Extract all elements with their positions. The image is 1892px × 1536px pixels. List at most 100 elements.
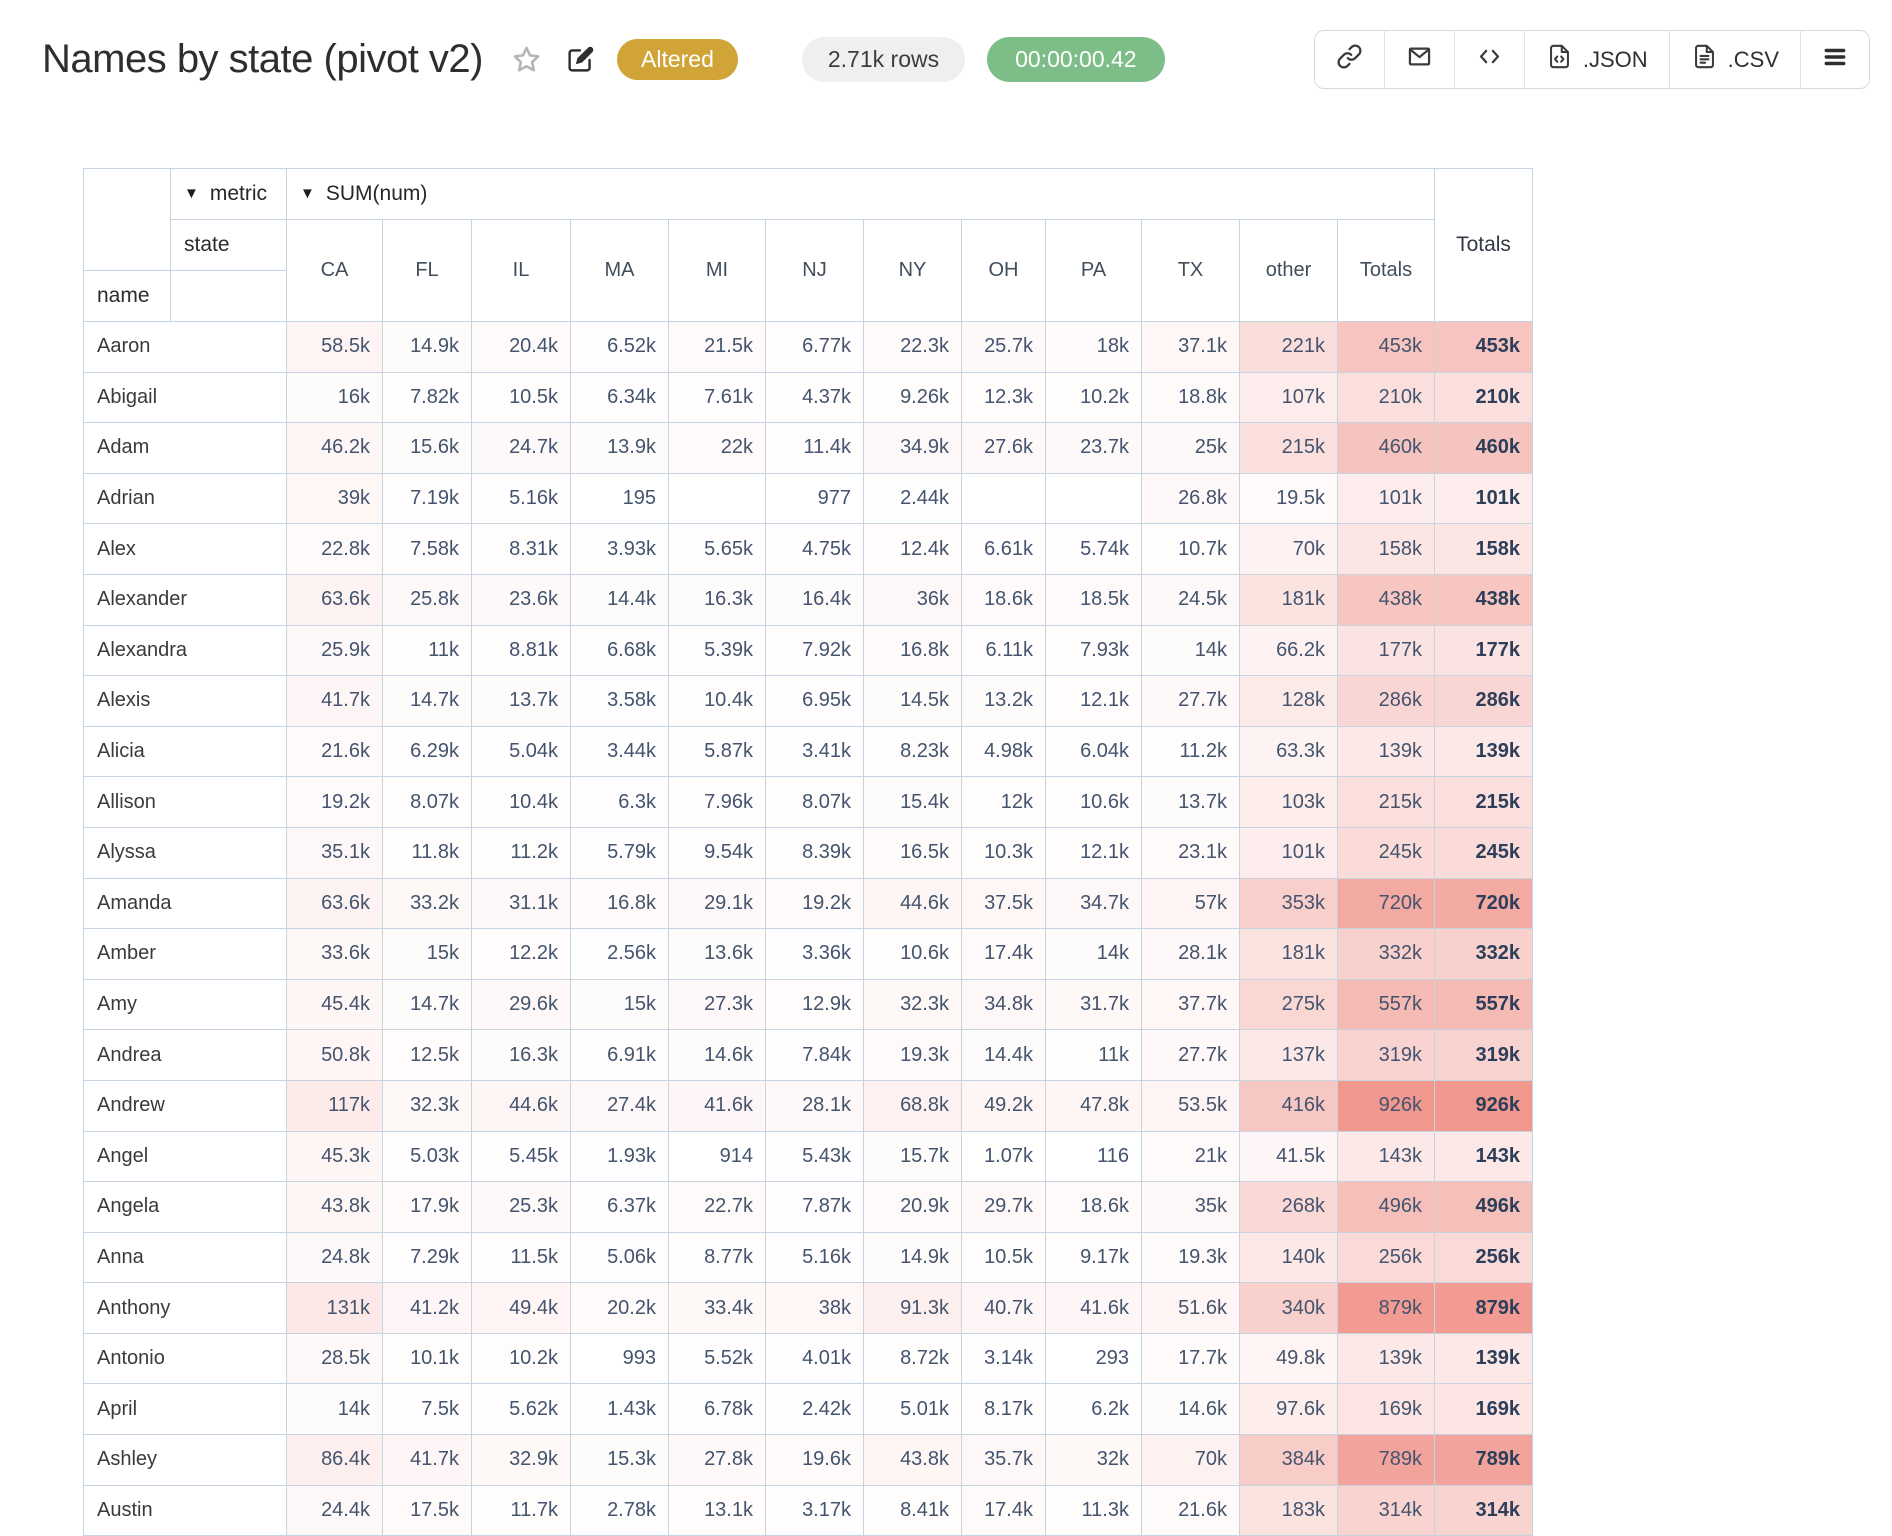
column-header: Totals (1337, 219, 1435, 322)
value-cell: 116 (1045, 1130, 1142, 1183)
value-cell: 27.4k (570, 1079, 669, 1132)
table-body: Aaron 58.5k 14.9k 20.4k 6.52k 21.5k 6.77k 22.3k… (83, 321, 1533, 1536)
value-cell: 21.6k (1141, 1484, 1240, 1536)
value-cell: 10.4k (668, 675, 766, 727)
value-cell: 13.6k (668, 928, 766, 980)
value-cell: 7.19k (382, 472, 472, 525)
export-csv-label: .CSV (1727, 46, 1779, 72)
column-header: OH (961, 219, 1046, 322)
row-name: Alyssa (83, 826, 287, 879)
value-cell: 49.4k (471, 1282, 571, 1334)
value-cell: 181k (1239, 928, 1338, 980)
value-cell: 13.7k (1141, 776, 1240, 828)
value-cell: 6.68k (570, 624, 669, 677)
pivot-table-container: ▼ metric ▼ SUM(num) Totals state CA FL IL MA M… (83, 168, 1533, 1536)
value-cell: 14.7k (382, 978, 472, 1031)
value-cell: 5.87k (668, 725, 766, 778)
edit-icon[interactable] (566, 45, 595, 74)
value-cell: 33.2k (382, 877, 472, 930)
row-name: Austin (83, 1484, 287, 1536)
email-button[interactable] (1383, 31, 1454, 88)
metric-dropdown[interactable]: ▼ metric (170, 168, 287, 220)
row-grand-total-cell: 215k (1434, 776, 1533, 828)
value-cell: 21.5k (668, 321, 766, 373)
row-name: Amy (83, 978, 287, 1031)
value-dropdown[interactable]: ▼ SUM(num) (286, 168, 1435, 220)
value-cell: 86.4k (286, 1434, 383, 1486)
value-cell: 15k (382, 928, 472, 980)
value-cell: 6.3k (570, 776, 669, 828)
duration-pill: 00:00:00.42 (987, 37, 1165, 82)
value-cell: 15.3k (570, 1434, 669, 1486)
value-cell: 28.1k (1141, 928, 1240, 980)
value-cell: 195 (570, 472, 669, 525)
value-cell: 6.61k (961, 523, 1046, 575)
value-cell: 5.39k (668, 624, 766, 677)
name-label: name (83, 270, 171, 322)
value-cell: 11.4k (765, 422, 864, 474)
value-cell: 2.78k (570, 1484, 669, 1536)
row-name: Alicia (83, 725, 287, 778)
table-row: Amanda 63.6k 33.2k 31.1k 16.8k 29.1k 19.2k 44.6… (83, 877, 1533, 930)
value-cell: 293 (1045, 1332, 1142, 1385)
row-name: Aaron (83, 321, 287, 373)
table-row: Allison 19.2k 8.07k 10.4k 6.3k 7.96k 8.07k 15.4… (83, 776, 1533, 828)
favorite-star-icon[interactable] (511, 44, 542, 75)
share-link-button[interactable] (1315, 31, 1384, 88)
value-cell: 14k (1141, 624, 1240, 677)
value-cell: 19.3k (1141, 1231, 1240, 1284)
value-cell: 17.9k (382, 1181, 472, 1233)
export-json-button[interactable]: .JSON (1523, 31, 1669, 88)
row-total-cell: 314k (1337, 1484, 1435, 1536)
value-cell: 12.1k (1045, 826, 1142, 879)
row-grand-total-cell: 314k (1434, 1484, 1533, 1536)
value-cell: 41.5k (1239, 1130, 1338, 1183)
value-cell: 11k (1045, 1029, 1142, 1081)
export-csv-button[interactable]: .CSV (1668, 31, 1800, 88)
table-row: Andrea 50.8k 12.5k 16.3k 6.91k 14.6k 7.84k 19.3… (83, 1029, 1533, 1081)
table-row: Andrew 117k 32.3k 44.6k 27.4k 41.6k 28.1k 68.8k… (83, 1079, 1533, 1132)
header-row-state: state CA FL IL MA MI NJ NY OH PA TX other Totals (84, 219, 1533, 322)
row-total-cell: 789k (1337, 1434, 1435, 1486)
value-cell: 37.7k (1141, 978, 1240, 1031)
value-cell: 6.52k (570, 321, 669, 373)
table-row: Angel 45.3k 5.03k 5.45k 1.93k 914 5.43k 15.7k 1.… (83, 1130, 1533, 1183)
value-cell: 49.8k (1239, 1332, 1338, 1385)
value-cell: 993 (570, 1332, 669, 1385)
value-cell: 20.4k (471, 321, 571, 373)
value-cell: 6.91k (570, 1029, 669, 1081)
value-cell: 14.7k (382, 675, 472, 727)
toolbar-button-group: .JSON .CSV (1313, 30, 1870, 89)
file-json-icon (1546, 43, 1573, 76)
value-cell: 29.1k (668, 877, 766, 930)
table-row: Alex 22.8k 7.58k 8.31k 3.93k 5.65k 4.75k 12.4k 6… (83, 523, 1533, 575)
value-cell: 13.1k (668, 1484, 766, 1536)
row-total-cell: 139k (1337, 725, 1435, 778)
row-grand-total-cell: 158k (1434, 523, 1533, 575)
value-cell: 35.1k (286, 826, 383, 879)
value-cell: 6.2k (1045, 1383, 1142, 1436)
value-cell: 49.2k (961, 1079, 1046, 1132)
embed-code-button[interactable] (1453, 31, 1524, 88)
column-header: MA (570, 219, 669, 322)
value-cell: 268k (1239, 1181, 1338, 1233)
value-cell: 14.6k (1141, 1383, 1240, 1436)
value-cell: 5.16k (471, 472, 571, 525)
value-cell: 15.7k (863, 1130, 962, 1183)
row-grand-total-cell: 496k (1434, 1181, 1533, 1233)
value-cell: 914 (668, 1130, 766, 1183)
value-cell: 183k (1239, 1484, 1338, 1536)
value-cell: 12.2k (471, 928, 571, 980)
value-cell: 1.93k (570, 1130, 669, 1183)
value-cell: 384k (1239, 1434, 1338, 1486)
more-menu-button[interactable] (1800, 31, 1869, 88)
row-total-cell: 879k (1337, 1282, 1435, 1334)
row-total-cell: 460k (1337, 422, 1435, 474)
value-cell: 24.8k (286, 1231, 383, 1284)
value-cell: 18.6k (1045, 1181, 1142, 1233)
row-total-cell: 438k (1337, 573, 1435, 626)
value-cell: 9.17k (1045, 1231, 1142, 1284)
table-row: Angela 43.8k 17.9k 25.3k 6.37k 22.7k 7.87k 20.9… (83, 1181, 1533, 1233)
value-cell: 4.75k (765, 523, 864, 575)
value-cell: 51.6k (1141, 1282, 1240, 1334)
